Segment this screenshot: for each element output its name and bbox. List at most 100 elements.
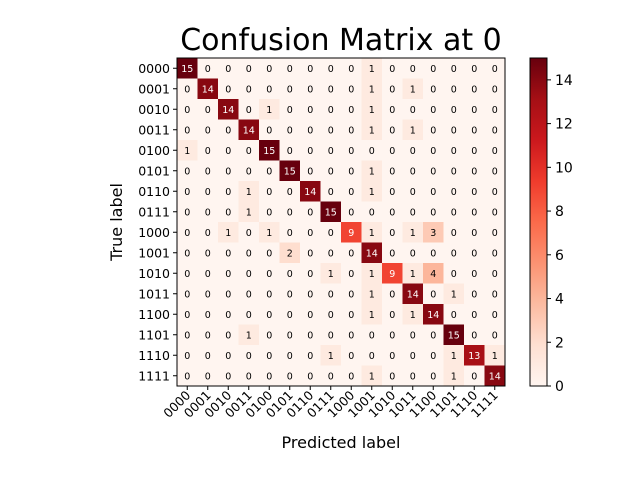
cell-value-label: 0 — [225, 330, 231, 341]
cell-value-label: 0 — [492, 187, 498, 198]
cell-value-label: 0 — [348, 187, 354, 198]
cell-value-label: 2 — [287, 248, 293, 259]
heatmap-cell — [320, 201, 342, 223]
cell-value-label: 0 — [205, 166, 211, 177]
cell-value-label: 0 — [471, 269, 477, 280]
cell-value-label: 1 — [369, 269, 375, 280]
cell-value-label: 0 — [389, 207, 395, 218]
cell-value-label: 0 — [225, 351, 231, 362]
heatmap-cell — [402, 140, 424, 161]
heatmap-cell — [341, 365, 362, 387]
cell-value-label: 13 — [468, 351, 480, 362]
heatmap-cell — [238, 119, 260, 141]
heatmap-cell — [320, 140, 342, 161]
heatmap-cell — [218, 99, 239, 120]
heatmap-cell — [320, 345, 342, 366]
heatmap-cell — [238, 201, 260, 223]
heatmap-cell — [238, 140, 260, 161]
heatmap-cell — [402, 58, 424, 79]
cell-value-label: 0 — [348, 146, 354, 157]
cell-value-label: 0 — [410, 187, 416, 198]
cell-value-label: 0 — [389, 105, 395, 116]
y-tick-label: 0001 — [138, 81, 170, 96]
cell-value-label: 1 — [369, 289, 375, 300]
cell-value-label: 0 — [184, 125, 190, 136]
cell-value-label: 0 — [307, 248, 313, 259]
heatmap-cell — [218, 263, 239, 284]
heatmap-cell — [320, 160, 342, 182]
cell-value-label: 0 — [389, 228, 395, 239]
heatmap-cell — [361, 222, 383, 243]
y-tick-label: 1000 — [138, 225, 170, 240]
cell-value-label: 0 — [307, 146, 313, 157]
cell-value-label: 0 — [451, 187, 457, 198]
cell-value-label: 0 — [184, 351, 190, 362]
cell-value-label: 0 — [205, 351, 211, 362]
heatmap-cell — [218, 324, 239, 346]
cell-value-label: 0 — [492, 269, 498, 280]
heatmap-cell — [341, 78, 362, 100]
cell-value-label: 1 — [451, 371, 457, 382]
cell-value-label: 0 — [307, 84, 313, 95]
heatmap-cell — [197, 78, 219, 100]
heatmap-cell — [382, 242, 403, 264]
heatmap-cell — [423, 324, 444, 346]
heatmap-cell — [300, 345, 321, 366]
cell-value-label: 0 — [266, 125, 272, 136]
heatmap-cell — [484, 99, 506, 120]
cell-value-label: 0 — [492, 228, 498, 239]
cell-value-label: 0 — [328, 146, 334, 157]
colorbar-tick-label: 12 — [555, 117, 573, 133]
heatmap-cell — [361, 345, 383, 366]
heatmap-cell — [197, 181, 219, 202]
heatmap-cell — [300, 140, 321, 161]
heatmap-cell — [443, 201, 465, 223]
cell-value-label: 0 — [246, 310, 252, 321]
heatmap-cell — [320, 365, 342, 387]
heatmap-cell — [484, 304, 506, 325]
heatmap-cell — [218, 181, 239, 202]
cell-value-label: 0 — [266, 64, 272, 75]
heatmap-cell — [177, 181, 198, 202]
heatmap-cell — [238, 58, 260, 79]
heatmap-cell — [218, 345, 239, 366]
heatmap-cell — [464, 345, 485, 366]
heatmap-cell — [320, 181, 342, 202]
cell-value-label: 0 — [430, 84, 436, 95]
cell-value-label: 0 — [266, 166, 272, 177]
cell-value-label: 0 — [184, 289, 190, 300]
heatmap-cell — [218, 304, 239, 325]
cell-value-label: 0 — [430, 330, 436, 341]
cell-value-label: 0 — [205, 248, 211, 259]
cell-value-label: 0 — [348, 207, 354, 218]
cell-value-label: 0 — [451, 146, 457, 157]
y-axis-label: True label — [107, 183, 126, 262]
heatmap-cell — [259, 283, 280, 305]
cell-value-label: 1 — [410, 310, 416, 321]
cell-value-label: 0 — [389, 248, 395, 259]
colorbar-tick-label: 0 — [555, 379, 564, 395]
heatmap-cell — [300, 304, 321, 325]
cell-value-label: 0 — [205, 310, 211, 321]
cell-value-label: 0 — [225, 207, 231, 218]
cell-value-label: 0 — [266, 207, 272, 218]
cell-value-label: 0 — [492, 125, 498, 136]
cell-value-label: 1 — [225, 228, 231, 239]
cell-value-label: 0 — [348, 105, 354, 116]
heatmap-cell — [361, 78, 383, 100]
cell-value-label: 0 — [246, 371, 252, 382]
heatmap-cell — [218, 365, 239, 387]
y-tick-label: 0111 — [138, 204, 170, 219]
heatmap-cell — [300, 263, 321, 284]
heatmap-cell — [464, 283, 485, 305]
cell-value-label: 0 — [184, 371, 190, 382]
heatmap-cell — [177, 160, 198, 182]
heatmap-cell — [484, 263, 506, 284]
cell-value-label: 0 — [328, 166, 334, 177]
heatmap-cell — [259, 222, 280, 243]
cell-value-label: 0 — [287, 269, 293, 280]
heatmap-cell — [300, 181, 321, 202]
heatmap-cell — [484, 222, 506, 243]
heatmap-cell — [341, 201, 362, 223]
y-tick-label: 1111 — [138, 368, 170, 383]
